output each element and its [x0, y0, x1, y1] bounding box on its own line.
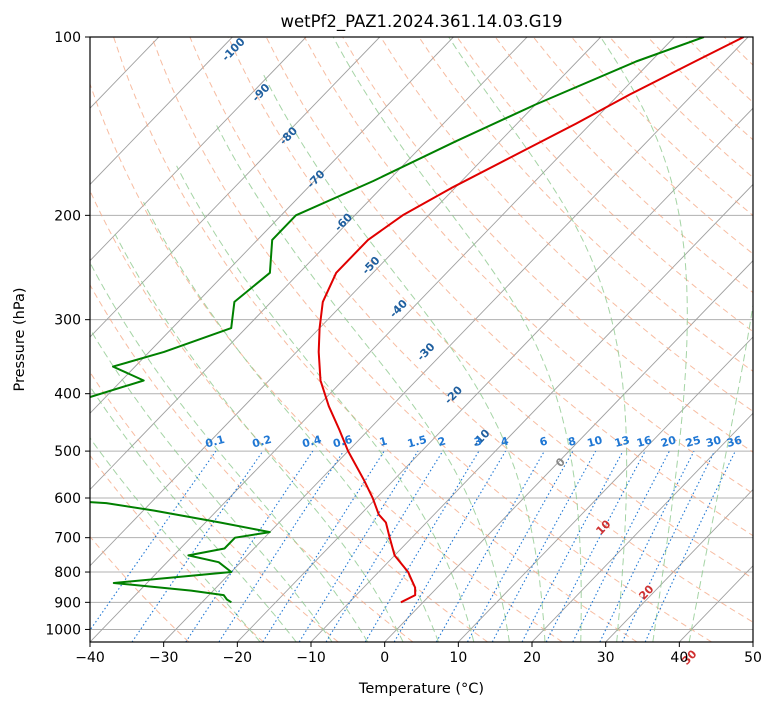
- mixing-ratio-line: [599, 450, 695, 642]
- moist-adiabat-line: [90, 385, 297, 642]
- mixing-ratio-label: 25: [684, 433, 702, 450]
- mixing-ratio-label: 1.5: [406, 433, 428, 451]
- isotherm-line: [90, 37, 307, 262]
- y-tick-label: 700: [54, 531, 81, 547]
- mixing-ratio-label: 13: [613, 433, 631, 450]
- mixing-ratio-label: 30: [705, 433, 723, 450]
- mixing-ratio-line: [131, 450, 264, 642]
- mixing-ratio-label: 6: [538, 434, 549, 449]
- y-tick-label: 800: [54, 565, 81, 581]
- mixing-ratio-label: 0.2: [251, 433, 273, 451]
- isotherm-line: [384, 260, 753, 642]
- mixing-ratio-label: 16: [635, 433, 653, 450]
- y-tick-label: 200: [54, 208, 81, 224]
- mixing-ratio-label: 0.4: [301, 433, 324, 451]
- x-tick-label: 0: [380, 650, 389, 666]
- mixing-ratio-line: [90, 450, 217, 632]
- mixing-ratio-line: [262, 450, 385, 642]
- mixing-ratio-line: [491, 450, 597, 642]
- y-axis-label: Pressure (hPa): [12, 287, 28, 391]
- mixing-ratio-line: [435, 450, 545, 642]
- y-tick-label: 900: [54, 595, 81, 611]
- x-tick-label: −30: [149, 650, 179, 666]
- x-tick-label: −10: [296, 650, 326, 666]
- mixing-ratio-label: 2: [436, 434, 447, 449]
- moist-adiabat-line: [90, 261, 369, 642]
- y-tick-label: 400: [54, 387, 81, 403]
- dry-adiabat-line: [90, 82, 563, 642]
- isotherm-line: [90, 37, 233, 186]
- mixing-ratio-label: 0.6: [332, 433, 355, 451]
- mixing-ratio-line: [572, 450, 670, 642]
- isotherm-line: [90, 37, 675, 642]
- x-tick-label: 10: [449, 650, 467, 666]
- mixing-ratio-label: 0.1: [204, 433, 226, 451]
- dry-adiabat-line: [189, 37, 753, 623]
- x-tick-label: −40: [75, 650, 105, 666]
- mixing-ratio-label: 10: [586, 433, 604, 450]
- x-tick-label: 40: [670, 650, 688, 666]
- mixing-ratio-line: [325, 450, 444, 642]
- dry-adiabat-line: [90, 454, 264, 642]
- x-tick-label: 30: [597, 650, 615, 666]
- moist-adiabat-line: [688, 302, 753, 642]
- plot-frame: [89, 36, 754, 643]
- moist-adiabat-line: [90, 437, 261, 642]
- mixing-ratio-label: 3: [473, 434, 484, 449]
- isotherm-line: [237, 107, 753, 642]
- moist-adiabat-line: [143, 201, 439, 642]
- y-tick-label: 100: [54, 30, 81, 46]
- temperature-profile-line: [317, 37, 745, 604]
- mixing-ratio-line: [185, 450, 314, 642]
- x-tick-label: −20: [223, 650, 253, 666]
- y-tick-label: 300: [54, 313, 81, 329]
- moist-adiabat-line: [176, 165, 475, 642]
- y-tick-label: 600: [54, 491, 81, 507]
- x-tick-label: 20: [523, 650, 541, 666]
- moist-adiabat-line: [114, 233, 404, 642]
- isotherm-line: [605, 488, 753, 642]
- y-tick-label: 1000: [45, 622, 81, 638]
- mixing-ratio-label: 4: [499, 434, 510, 449]
- mixing-ratio-label: 8: [567, 434, 578, 449]
- dry-adiabat-line: [113, 37, 638, 642]
- mixing-ratio-line: [218, 450, 345, 642]
- mixing-ratio-line: [467, 450, 574, 642]
- dry-adiabat-line: [90, 283, 414, 642]
- x-axis-label: Temperature (°C): [358, 681, 484, 697]
- isotherm-line: [163, 37, 749, 642]
- dry-adiabat-line: [90, 189, 488, 642]
- moist-adiabat-line: [448, 37, 628, 642]
- moist-adiabat-line: [332, 37, 582, 642]
- x-tick-label: 50: [744, 650, 762, 666]
- isotherm-line: [90, 37, 528, 491]
- dewpoint-profile-line: [90, 37, 705, 604]
- dry-adiabat-line: [90, 371, 339, 642]
- isotherm-line: [458, 336, 753, 642]
- isotherm-line: [531, 412, 753, 642]
- chart-title: wetPf2_PAZ1.2024.361.14.03.G19: [280, 12, 562, 32]
- y-tick-label: 500: [54, 444, 81, 460]
- isotherm-line: [90, 37, 381, 338]
- moist-adiabat-line: [600, 37, 688, 642]
- isotherm-line: [90, 37, 602, 567]
- mixing-ratio-label: 1: [378, 434, 389, 449]
- dry-adiabat-line: [456, 37, 753, 333]
- dry-adiabat-line: [494, 37, 753, 294]
- mixing-ratio-label: 36: [725, 433, 743, 450]
- moist-adiabat-line: [215, 123, 510, 642]
- mixing-ratio-label: 20: [659, 433, 677, 450]
- isotherm-line: [90, 37, 454, 414]
- moist-adiabat-line: [90, 328, 333, 642]
